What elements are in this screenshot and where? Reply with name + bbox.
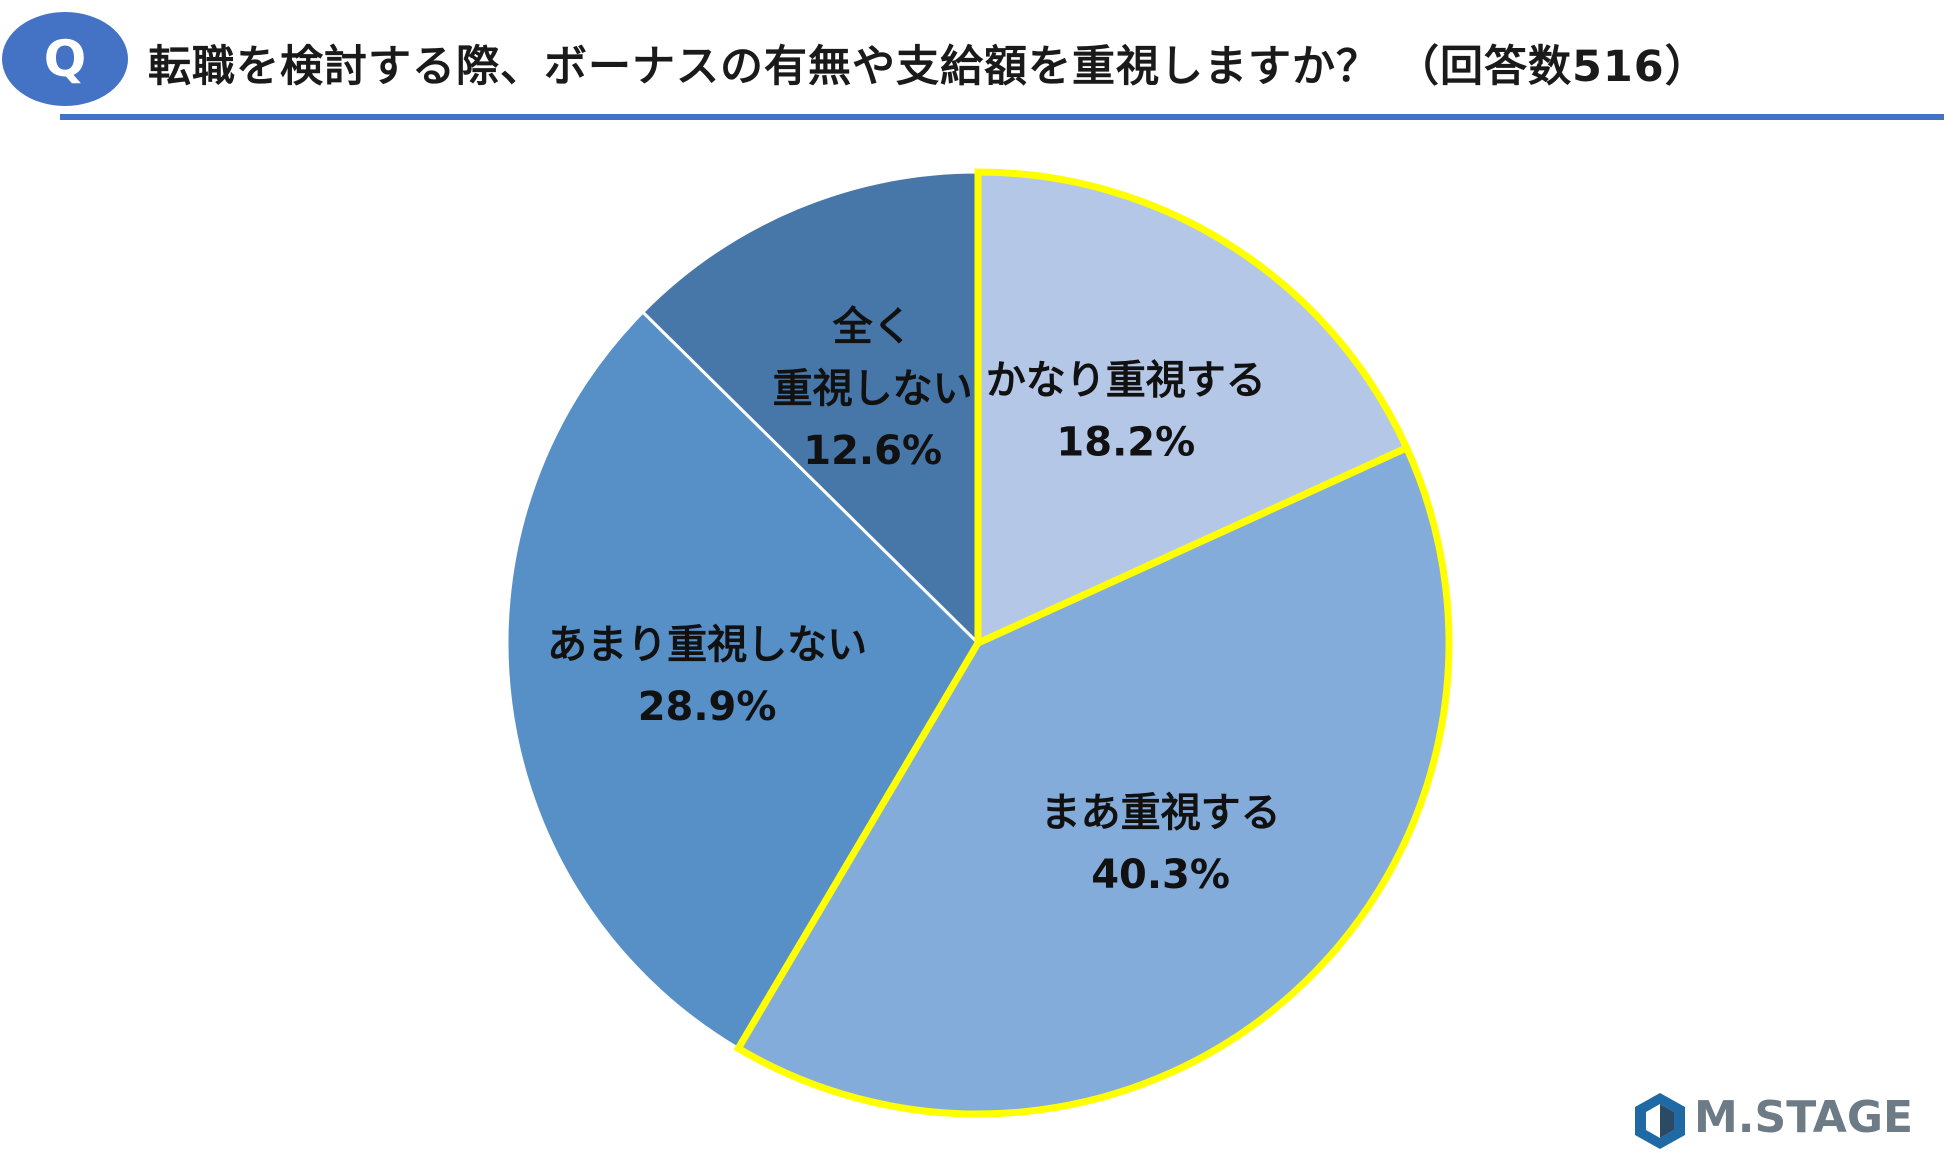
slice-category-label-3: 重視しない xyxy=(773,366,973,412)
chart-title: 転職を検討する際、ボーナスの有無や支給額を重視しますか？ （回答数516） xyxy=(148,42,1709,92)
slice-value-label-2: 28.9% xyxy=(638,684,777,730)
hexagon-logo-icon xyxy=(1635,1093,1685,1149)
title-underline xyxy=(60,114,1944,120)
logo-text: M.STAGE xyxy=(1694,1092,1914,1143)
slice-value-label-3: 12.6% xyxy=(803,428,942,474)
slice-category-label-1: まあ重視する xyxy=(1041,790,1281,836)
pie-slice-highlight-1 xyxy=(733,443,1453,1118)
pie-slice-2 xyxy=(505,309,980,1051)
chart-header: Q 転職を検討する際、ボーナスの有無や支給額を重視しますか？ （回答数516） xyxy=(0,0,1950,125)
slice-value-label-0: 18.2% xyxy=(1056,419,1195,465)
slice-category-label-2: あまり重視しない xyxy=(547,622,867,668)
pie-slice-highlight-0 xyxy=(974,168,1412,649)
pie-slice-3 xyxy=(640,170,980,647)
slice-value-label-1: 40.3% xyxy=(1091,852,1230,898)
slice-category-label-0: かなり重視する xyxy=(986,357,1266,403)
slice-category-label-3: 全く xyxy=(832,304,913,350)
mstage-logo: M.STAGE xyxy=(1630,1090,1920,1152)
question-badge: Q xyxy=(2,12,128,106)
